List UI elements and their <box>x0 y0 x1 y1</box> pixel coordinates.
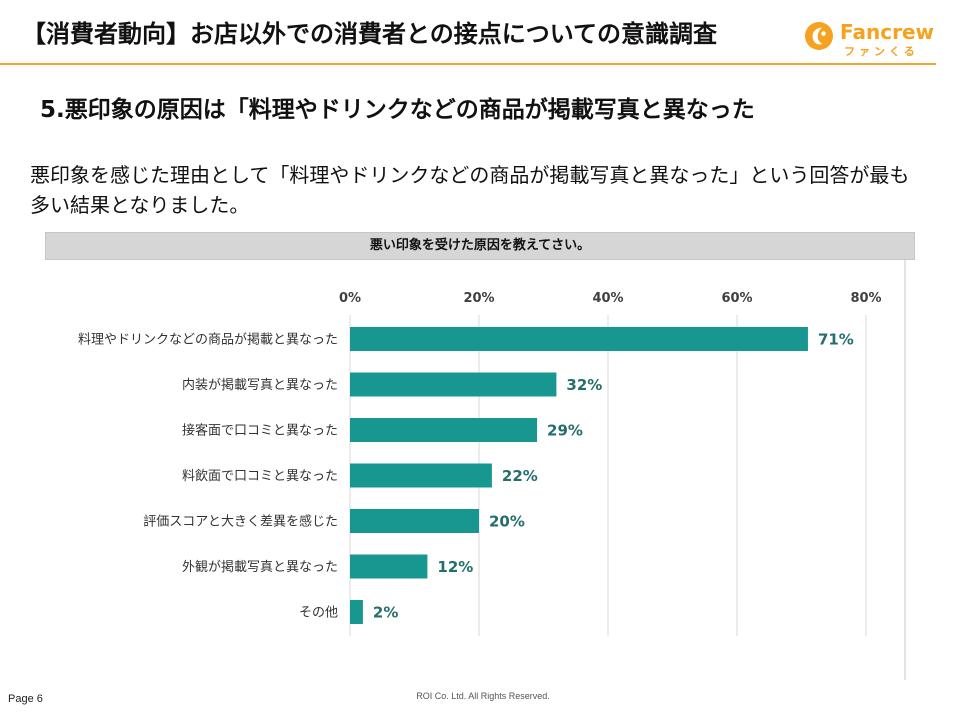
data-label: 22% <box>502 467 538 485</box>
fancrew-logo-icon <box>804 21 834 51</box>
x-tick-label: 20% <box>463 291 494 306</box>
x-tick-label: 60% <box>721 291 752 306</box>
bar <box>350 418 538 442</box>
logo-wordmark: Fancrew <box>840 20 934 44</box>
bar <box>350 463 492 488</box>
fancrew-logo: Fancrew ファンくる <box>804 18 944 60</box>
chart-panel: 悪い印象を受けた原因を教えてさい。 0% 20% 40% 60% 80% 料理やドリンクな… <box>45 232 915 680</box>
x-tick-label: 80% <box>850 291 881 306</box>
category-label: 評価スコアと大きく差異を感じた <box>143 514 338 530</box>
category-label: 料飲面で口コミと異なった <box>182 468 338 484</box>
copyright-notice: ROI Co. Ltd. All Rights Reserved. <box>416 691 550 701</box>
data-label: 71% <box>818 331 854 349</box>
header-divider <box>0 63 936 65</box>
logo-kana: ファンくる <box>844 45 919 58</box>
category-label: 外観が掲載写真と異なった <box>182 559 338 575</box>
bar-chart: 0% 20% 40% 60% 80% 料理やドリンクなどの商品が掲載と異なった 71% 内装が… <box>78 260 906 680</box>
data-label: 20% <box>489 513 525 531</box>
bar <box>350 554 428 579</box>
bar <box>350 372 557 397</box>
category-label: 接客面で口コミと異なった <box>182 423 338 439</box>
x-tick-label: 0% <box>339 291 361 306</box>
bar <box>350 327 808 351</box>
data-label: 29% <box>547 422 583 440</box>
category-label: その他 <box>299 606 338 621</box>
category-label: 内装が掲載写真と異なった <box>182 377 338 393</box>
section-heading: 5.悪印象の原因は「料理やドリンクなどの商品が掲載写真と異なった <box>40 97 755 123</box>
x-tick-label: 40% <box>592 291 623 306</box>
page-number: Page 6 <box>8 693 43 705</box>
slide-title: 【消費者動向】お店以外での消費者との接点についての意識調査 <box>22 20 718 48</box>
bar <box>350 600 363 624</box>
data-label: 2% <box>373 604 398 622</box>
summary-text: 悪印象を感じた理由として「料理やドリンクなどの商品が掲載写真と異なった」という回… <box>30 163 910 217</box>
data-label: 12% <box>437 558 473 576</box>
category-label: 料理やドリンクなどの商品が掲載と異なった <box>78 332 338 348</box>
bar <box>350 509 479 533</box>
chart-title: 悪い印象を受けた原因を教えてさい。 <box>45 232 915 260</box>
data-label: 32% <box>566 376 602 394</box>
